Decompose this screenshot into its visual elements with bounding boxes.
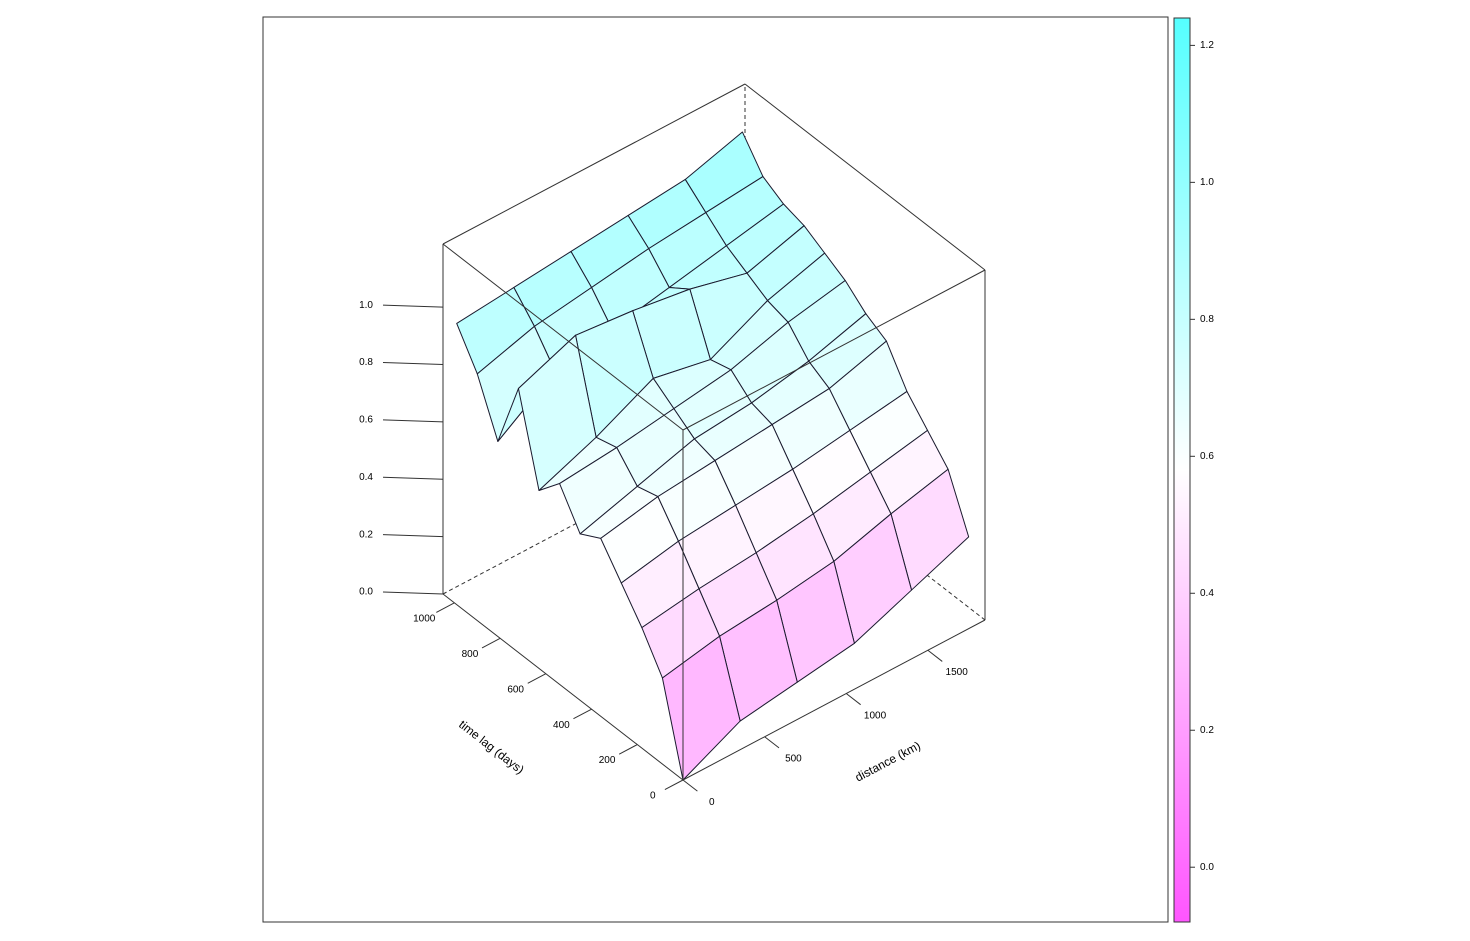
colorkey-tick-label: 1.2 xyxy=(1200,40,1214,51)
z-tick xyxy=(382,304,444,308)
x-tick xyxy=(845,693,861,706)
z-tick xyxy=(382,534,444,538)
z-tick xyxy=(382,419,444,423)
x-tick xyxy=(682,779,698,792)
y-tick-label: 1000 xyxy=(413,613,436,624)
z-tick-label: 1.0 xyxy=(359,300,373,311)
y-tick-label: 600 xyxy=(507,684,524,695)
z-tick xyxy=(382,591,444,595)
y-tick-label: 200 xyxy=(599,755,616,766)
y-axis-label: time lag (days) xyxy=(456,717,527,776)
box-edge xyxy=(442,593,684,781)
colorkey-tick-label: 0.6 xyxy=(1200,451,1214,462)
y-tick xyxy=(664,779,684,791)
z-tick-label: 0.0 xyxy=(359,587,373,598)
colorkey-bar xyxy=(1173,17,1191,923)
y-tick-label: 400 xyxy=(553,720,570,731)
box-edge xyxy=(682,269,986,431)
box-edge xyxy=(682,619,986,781)
y-tick-label: 0 xyxy=(650,791,656,802)
box-edge xyxy=(442,243,684,431)
x-axis-label: distance (km) xyxy=(853,738,923,784)
z-tick xyxy=(382,476,444,480)
panel-border xyxy=(262,16,1169,923)
z-tick xyxy=(382,361,444,365)
x-tick xyxy=(927,649,943,662)
x-tick-label: 500 xyxy=(785,754,802,765)
z-tick-label: 0.4 xyxy=(359,472,373,483)
z-tick-label: 0.2 xyxy=(359,529,373,540)
surface-facet xyxy=(661,635,741,781)
colorkey-tick-label: 0.8 xyxy=(1200,314,1214,325)
y-tick xyxy=(481,637,501,649)
colorkey-tick-label: 0.4 xyxy=(1200,588,1214,599)
x-tick xyxy=(764,736,780,749)
box-edge xyxy=(442,83,746,245)
z-tick-label: 0.8 xyxy=(359,357,373,368)
z-tick-label: 0.6 xyxy=(359,415,373,426)
y-tick xyxy=(527,673,547,684)
y-tick xyxy=(618,744,638,755)
colorkey-tick-label: 0.2 xyxy=(1200,725,1214,736)
y-tick xyxy=(436,602,455,613)
colorkey-tick-label: 0.0 xyxy=(1200,862,1214,873)
x-tick-label: 1000 xyxy=(864,710,887,721)
colorkey-tick-label: 1.0 xyxy=(1200,177,1214,188)
x-tick-label: 1500 xyxy=(946,667,969,678)
y-tick-label: 800 xyxy=(462,649,479,660)
box-edge xyxy=(744,83,986,271)
y-tick xyxy=(573,708,592,720)
x-tick-label: 0 xyxy=(709,797,715,808)
